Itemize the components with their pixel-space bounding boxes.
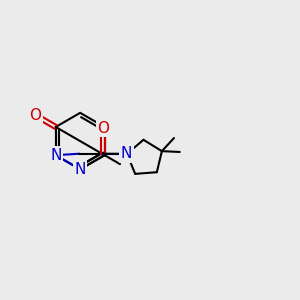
Text: O: O	[30, 108, 42, 123]
Text: N: N	[50, 148, 61, 163]
Text: O: O	[97, 121, 109, 136]
Text: N: N	[121, 146, 132, 161]
Text: N: N	[74, 162, 86, 177]
